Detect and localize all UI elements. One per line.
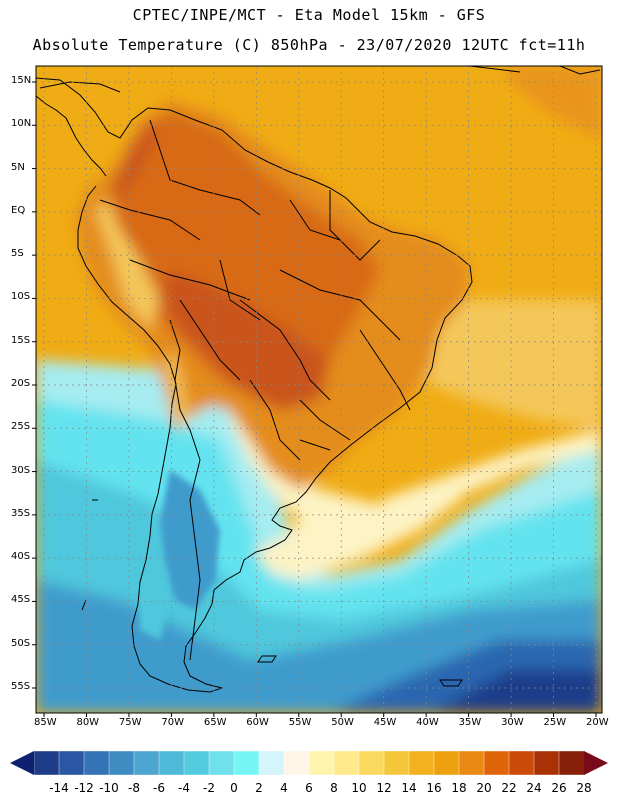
- lat-label: 5S: [11, 248, 24, 260]
- colorbar-label: 26: [551, 781, 567, 795]
- lat-label: 55S: [11, 681, 31, 692]
- colorbar-label: 10: [351, 781, 367, 795]
- colorbar-swatch: [458, 750, 485, 776]
- colorbar-label: 28: [576, 781, 592, 795]
- map-frame: [35, 65, 603, 714]
- colorbar-label: 4: [280, 781, 288, 795]
- lon-label: 45W: [373, 717, 397, 728]
- hot-nw-zone: [110, 120, 160, 200]
- colorbar-label: 20: [476, 781, 492, 795]
- lon-label: 40W: [416, 717, 439, 728]
- temperature-field: [36, 66, 602, 713]
- lat-label: 20S: [11, 378, 31, 389]
- lat-label: EQ: [11, 204, 26, 216]
- colorbar-swatch: [533, 750, 560, 776]
- front2-zone: [380, 430, 600, 520]
- colorbar-label: -2: [203, 781, 215, 795]
- ocean-hot-zone: [500, 66, 602, 140]
- lon-label: 70W: [161, 717, 184, 728]
- map-subtitle: Absolute Temperature (C) 850hPa - 23/07/…: [32, 36, 586, 54]
- pat-deep-zone: [160, 470, 220, 610]
- lat-label: 25S: [11, 421, 31, 433]
- colorbar-swatch: [283, 750, 310, 776]
- colorbar-swatch: [33, 750, 60, 776]
- andes-zone: [95, 200, 160, 330]
- colorbar-swatch: [383, 750, 410, 776]
- lat-label: 30S: [11, 464, 31, 476]
- colorbar-high-arrow: [584, 751, 608, 775]
- colorbar-swatch: [158, 750, 185, 776]
- borders-line: [99, 119, 411, 661]
- lon-label: 50W: [331, 717, 354, 728]
- lat-label: 15N: [11, 75, 32, 86]
- trop-pale-zone: [420, 300, 602, 430]
- lat-label: 35S: [11, 507, 31, 519]
- lon-label: 30W: [501, 717, 524, 728]
- coast-islands-line: [81, 499, 463, 687]
- lat-label: 45S: [11, 594, 31, 606]
- colorbar-swatch: [183, 750, 210, 776]
- coastlines: [36, 66, 601, 693]
- lat-lon-grid: [36, 66, 602, 713]
- coast-main-line: [36, 77, 473, 693]
- lon-label: 25W: [543, 717, 567, 728]
- colorbar-label: -10: [99, 781, 119, 795]
- colorbar-swatch: [508, 750, 535, 776]
- colorbar-swatch: [233, 750, 260, 776]
- colorbar-label: 6: [305, 781, 313, 795]
- lon-label: 85W: [34, 717, 57, 728]
- colorbar-label: 12: [376, 781, 392, 795]
- map-title: CPTEC/INPE/MCT - Eta Model 15km - GFS: [132, 6, 486, 24]
- colorbar-swatch: [58, 750, 85, 776]
- colorbar-label: 14: [401, 781, 417, 795]
- colorbar-label: 2: [255, 781, 263, 795]
- colorbar-label: 0: [230, 781, 238, 795]
- colorbar-swatch: [133, 750, 160, 776]
- lon-label: 60W: [246, 717, 269, 728]
- colorbar-swatch: [308, 750, 335, 776]
- colorbar-label: -4: [178, 781, 190, 795]
- coldest-zone: [430, 670, 602, 713]
- hot-core-zone: [160, 270, 330, 410]
- colorbar-label: -8: [128, 781, 140, 795]
- lat-label: 40S: [11, 551, 31, 563]
- colorbar-label: -12: [74, 781, 94, 795]
- coast-ca-line: [36, 95, 107, 177]
- colorbar-swatch: [433, 750, 460, 776]
- colorbar-swatch: [333, 750, 360, 776]
- lon-label: 75W: [118, 717, 142, 728]
- lon-label: 20W: [586, 717, 609, 728]
- axis-ticks: [32, 81, 597, 717]
- colorbar-swatch: [83, 750, 110, 776]
- colorbar-label: 22: [501, 781, 517, 795]
- colorbar-swatch: [483, 750, 510, 776]
- colorbar-swatch: [258, 750, 285, 776]
- lon-label: 35W: [458, 717, 482, 728]
- colorbar-label: -14: [49, 781, 69, 795]
- lon-label: 65W: [203, 717, 227, 728]
- lat-label: 10N: [11, 118, 32, 130]
- front-zone: [230, 404, 470, 580]
- lat-label: 5N: [11, 161, 25, 173]
- lon-label: 80W: [76, 717, 100, 728]
- lon-label: 55W: [288, 717, 312, 728]
- colorbar-label: 16: [426, 781, 442, 795]
- pat-deep2-zone: [140, 560, 170, 640]
- coast-carib-line: [39, 66, 601, 93]
- colorbar-swatch: [208, 750, 235, 776]
- lat-label: 50S: [11, 637, 31, 649]
- colorbar-swatch: [558, 750, 585, 776]
- colorbar-label: 8: [330, 781, 338, 795]
- lat-label: 10S: [11, 291, 31, 303]
- colorbar-swatch: [358, 750, 385, 776]
- colorbar-low-arrow: [10, 751, 34, 775]
- colorbar-label: -6: [153, 781, 165, 795]
- colorbar-label: 18: [451, 781, 467, 795]
- lat-label: 15S: [11, 334, 31, 346]
- colorbar-swatch: [408, 750, 435, 776]
- colorbar-label: 24: [526, 781, 542, 795]
- colorbar: [10, 750, 608, 776]
- colorbar-swatch: [108, 750, 135, 776]
